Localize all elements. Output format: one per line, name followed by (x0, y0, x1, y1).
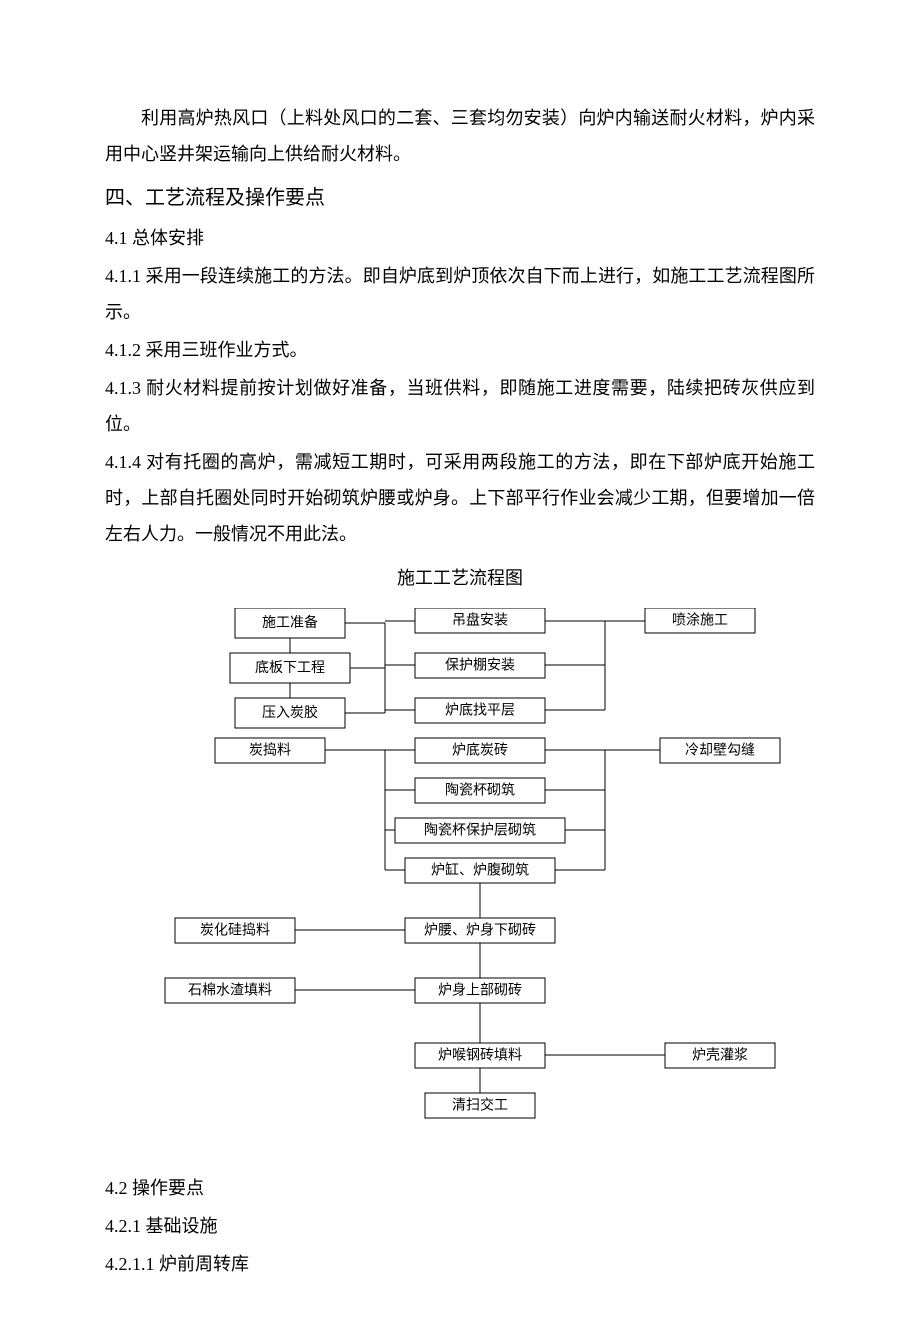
flow-node-label-r1: 喷涂施工 (672, 613, 728, 629)
paragraph-4-1-3: 4.1.3 耐火材料提前按计划做好准备，当班供料，即随施工进度需要，陆续把砖灰供… (105, 370, 815, 442)
flow-node-label-n3: 压入炭胶 (262, 704, 318, 721)
section-heading-4: 四、工艺流程及操作要点 (105, 178, 815, 218)
flow-node-label-n8: 陶瓷杯砌筑 (445, 783, 515, 799)
paragraph-intro: 利用高炉热风口（上料处风口的二套、三套均勿安装）向炉内输送耐火材料，炉内采用中心… (105, 100, 815, 172)
diagram-title: 施工工艺流程图 (105, 560, 815, 596)
flow-node-label-r3: 炉壳灌浆 (692, 1047, 748, 1064)
paragraph-4-1-2: 4.1.2 采用三班作业方式。 (105, 332, 815, 368)
flow-node-label-l3: 石棉水渣填料 (188, 982, 272, 999)
flow-node-label-n6: 炉底找平层 (445, 703, 515, 719)
paragraph-4-2-1-1: 4.2.1.1 炉前周转库 (105, 1246, 815, 1282)
paragraph-4-1-1: 4.1.1 采用一段连续施工的方法。即自炉底到炉顶依次自下而上进行，如施工工艺流… (105, 258, 815, 330)
flow-node-label-r2: 冷却壁勾缝 (685, 743, 755, 759)
flow-node-label-l1: 炭捣料 (249, 742, 291, 759)
flow-node-label-n5: 保护棚安装 (445, 658, 515, 674)
paragraph-4-2-1: 4.2.1 基础设施 (105, 1208, 815, 1244)
paragraph-4-1-4: 4.1.4 对有托圈的高炉，需减短工期时，可采用两段施工的方法，即在下部炉底开始… (105, 444, 815, 552)
flow-node-label-n12: 炉身上部砌砖 (438, 983, 522, 999)
process-flowchart: 施工准备底板下工程压入炭胶 吊盘安装保护棚安装炉底找平层炉底炭砖陶瓷杯砌筑陶瓷杯保… (105, 608, 815, 1168)
flow-node-label-n10: 炉缸、炉腹砌筑 (431, 862, 529, 879)
flow-node-label-n7: 炉底炭砖 (452, 743, 508, 759)
paragraph-4-1: 4.1 总体安排 (105, 220, 815, 256)
flow-node-label-n11: 炉腰、炉身下砌砖 (424, 923, 536, 939)
flow-node-label-n2: 底板下工程 (255, 660, 325, 676)
paragraph-4-2: 4.2 操作要点 (105, 1170, 815, 1206)
flow-node-label-l2: 炭化硅捣料 (200, 922, 270, 939)
flow-node-label-n1: 施工准备 (262, 614, 318, 631)
flow-node-label-n9: 陶瓷杯保护层砌筑 (424, 823, 536, 839)
flow-node-label-n13: 炉喉钢砖填料 (438, 1048, 522, 1064)
flow-node-label-n14: 清扫交工 (452, 1097, 508, 1114)
flow-node-label-n4: 吊盘安装 (452, 612, 508, 629)
